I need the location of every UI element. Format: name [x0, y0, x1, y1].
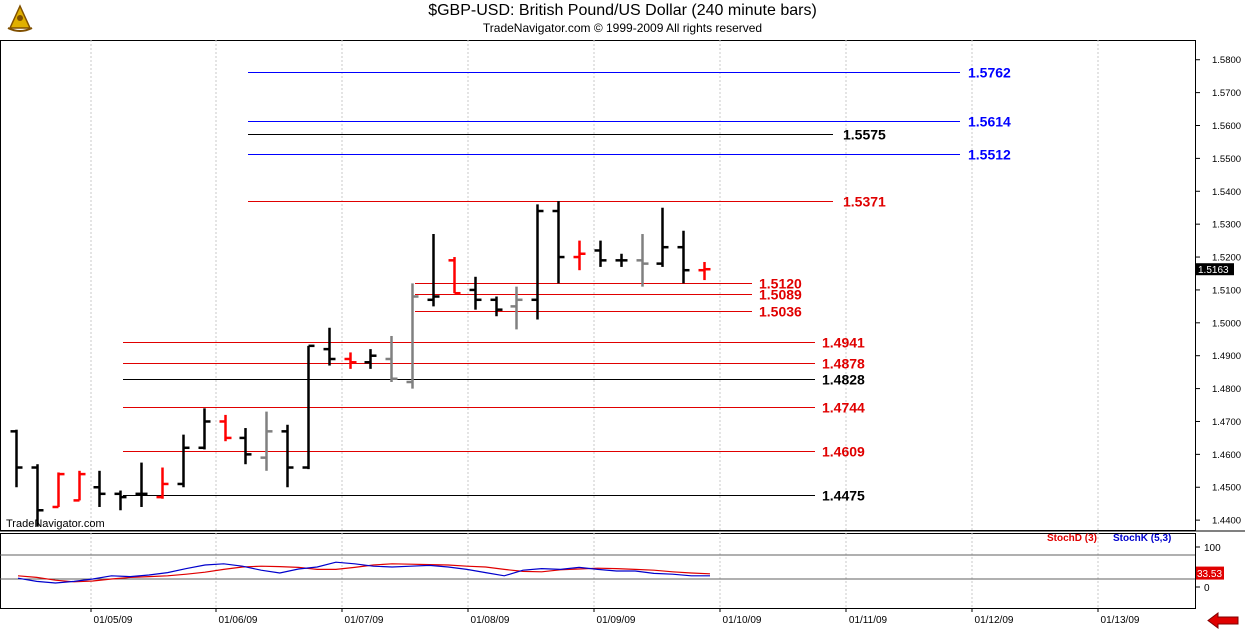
- price-tick-label: 1.5300: [1212, 220, 1241, 231]
- stochastic-panel: 100 0 33.53: [0, 543, 1224, 594]
- price-tick-label: 1.4500: [1212, 483, 1241, 494]
- price-bar: [573, 240, 586, 271]
- date-axis: 01/05/09 01/06/09 01/07/09 01/08/09 01/09/09…: [90, 608, 1140, 626]
- date-label: 01/13/09: [1101, 615, 1140, 626]
- level-label: 1.5120: [759, 276, 802, 292]
- level-label: 1.4744: [822, 400, 865, 416]
- level-label: 1.5614: [968, 114, 1011, 130]
- date-label: 01/10/09: [723, 615, 762, 626]
- last-price-label: 1.5163: [1198, 265, 1229, 276]
- price-bar: [469, 276, 482, 310]
- price-bar: [114, 490, 127, 511]
- price-bar: [490, 296, 503, 317]
- price-bar: [448, 257, 461, 295]
- price-bar: [10, 429, 23, 488]
- stoch-last-box: [1196, 566, 1224, 580]
- level-label: 1.4475: [822, 488, 865, 504]
- date-label: 01/06/09: [219, 615, 258, 626]
- level-label: 1.4828: [822, 372, 865, 388]
- price-bars: [10, 201, 711, 527]
- stoch-line: [17, 561, 710, 584]
- price-bar: [198, 408, 211, 450]
- price-bar: [594, 240, 607, 267]
- price-tick-label: 1.5700: [1212, 88, 1241, 99]
- price-bar: [52, 472, 65, 509]
- price-tick-label: 1.5500: [1212, 154, 1241, 165]
- stoch-last-label: 33.53: [1197, 569, 1222, 580]
- price-bar: [219, 414, 232, 442]
- price-bar: [156, 467, 169, 499]
- price-bar: [427, 234, 440, 307]
- price-tick-label: 1.4400: [1212, 516, 1241, 527]
- price-tick-label: 1.5600: [1212, 121, 1241, 132]
- legend-stochk: StochK (5,3): [1113, 533, 1172, 544]
- level-label: 1.5036: [759, 304, 802, 320]
- watermark: TradeNavigator.com: [6, 518, 105, 530]
- price-bar: [177, 434, 190, 488]
- level-label: 1.5512: [968, 147, 1011, 163]
- level-label: 1.5762: [968, 65, 1011, 81]
- price-tick-label: 1.5800: [1212, 55, 1241, 66]
- date-label: 01/08/09: [471, 615, 510, 626]
- date-label: 01/11/09: [849, 615, 888, 626]
- stoch-tick-label: 0: [1204, 583, 1210, 594]
- stoch-line: [17, 563, 711, 583]
- back-arrow-icon[interactable]: [1206, 612, 1240, 629]
- level-label: 1.4941: [822, 335, 865, 351]
- last-price-box: [1196, 263, 1234, 276]
- price-bar: [73, 470, 86, 502]
- price-tick-label: 1.5000: [1212, 318, 1241, 329]
- level-label: 1.4878: [822, 356, 865, 372]
- price-bar: [344, 352, 357, 369]
- price-axis: 1.5800 1.5700 1.5600 1.5500 1.5400 1.5300 1.52…: [1195, 55, 1241, 527]
- date-label: 01/09/09: [597, 615, 636, 626]
- level-label: 1.4609: [822, 444, 865, 460]
- stoch-tick-label: 100: [1204, 543, 1221, 554]
- date-label: 01/05/09: [94, 615, 133, 626]
- price-bar: [510, 286, 523, 330]
- price-bar: [698, 261, 711, 281]
- price-panel-border: [0, 40, 1196, 531]
- price-tick-label: 1.4900: [1212, 351, 1241, 362]
- price-bar: [552, 201, 565, 284]
- price-bar: [636, 234, 649, 287]
- stochastic-panel-border: [0, 533, 1196, 609]
- price-levels: 1.57621.56141.55751.55121.53711.51201.50…: [123, 65, 1011, 504]
- price-tick-label: 1.4700: [1212, 417, 1241, 428]
- chart-gridlines: [90, 40, 1099, 608]
- price-bar: [364, 349, 377, 369]
- level-label: 1.5089: [759, 287, 802, 303]
- price-bar: [260, 411, 273, 471]
- price-bar: [531, 204, 544, 320]
- price-tick-label: 1.4600: [1212, 450, 1241, 461]
- price-bar: [93, 470, 106, 507]
- price-bar: [385, 335, 398, 383]
- price-tick-label: 1.5100: [1212, 285, 1241, 296]
- price-tick-label: 1.4800: [1212, 384, 1241, 395]
- price-bar: [239, 428, 252, 465]
- price-tick-label: 1.5400: [1212, 187, 1241, 198]
- price-bar: [281, 424, 294, 488]
- price-bar: [323, 327, 336, 366]
- sextant-icon: [4, 2, 36, 34]
- chart-title: $GBP-USD: British Pound/US Dollar (240 m…: [428, 2, 817, 19]
- price-bar: [656, 207, 669, 267]
- chart-frame: [0, 40, 1245, 609]
- level-label: 1.5371: [843, 194, 886, 210]
- date-label: 01/07/09: [345, 615, 384, 626]
- level-label: 1.5575: [843, 127, 886, 143]
- price-bar: [615, 253, 628, 267]
- price-bar: [31, 464, 44, 527]
- chart-subtitle: TradeNavigator.com © 1999-2009 All right…: [482, 21, 763, 35]
- date-label: 01/12/09: [975, 615, 1014, 626]
- price-bar: [677, 230, 690, 284]
- price-bar: [406, 283, 419, 389]
- price-tick-label: 1.5200: [1212, 253, 1241, 264]
- legend-stochd: StochD (3): [1047, 533, 1097, 544]
- price-bar: [302, 344, 315, 470]
- price-bar: [135, 462, 148, 507]
